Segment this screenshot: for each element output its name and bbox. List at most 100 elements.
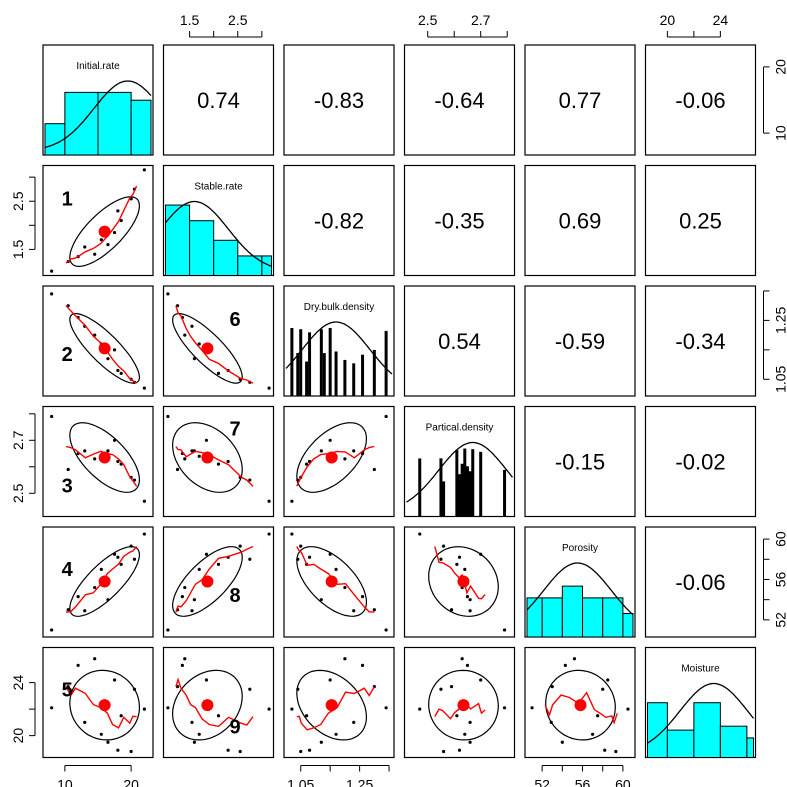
data-point [106, 598, 110, 602]
data-point [360, 663, 365, 668]
data-point [76, 663, 80, 668]
mean-point [201, 575, 214, 588]
panel-frame-3-2 [283, 405, 395, 518]
rug-bar [343, 359, 347, 396]
data-point [116, 459, 120, 464]
data-point [192, 598, 197, 602]
tick-label: 2.7 [471, 12, 491, 28]
data-point [50, 706, 54, 710]
data-point [384, 706, 388, 710]
tick-label: 1.5 [180, 12, 200, 28]
data-point [142, 499, 146, 503]
data-point [204, 678, 209, 682]
data-point [299, 749, 303, 754]
histogram-bar [97, 91, 132, 155]
mean-point [201, 699, 214, 712]
data-point [183, 333, 187, 337]
rug-bar [463, 448, 467, 517]
correlation-ellipse [69, 546, 141, 617]
tick-label: 24 [713, 12, 729, 28]
panel-frame-2-4 [524, 285, 636, 397]
data-point [119, 714, 123, 718]
data-point [267, 386, 271, 390]
data-point [468, 740, 472, 744]
data-point [93, 457, 97, 461]
correlation-ellipse [296, 546, 367, 617]
panel-frame-4-3 [403, 526, 516, 638]
data-point [299, 544, 303, 548]
correlation-value: 0.54 [438, 329, 481, 354]
panel-number-4: 4 [62, 559, 74, 581]
data-point [248, 687, 252, 691]
data-point [352, 609, 356, 613]
data-point [457, 748, 462, 752]
data-point [384, 628, 388, 632]
data-point [439, 687, 443, 691]
tick-label: 20 [660, 12, 676, 28]
scatter-4-0 [50, 532, 146, 632]
histogram-Dry.bulk.density [285, 321, 393, 396]
data-point [334, 732, 338, 736]
data-point [343, 657, 347, 661]
correlation-value: 0.77 [559, 88, 602, 113]
density-curve [44, 80, 152, 149]
smooth-line [296, 686, 375, 731]
data-point [197, 732, 201, 736]
variable-label-Moisture: Moisture [681, 664, 720, 675]
data-point [112, 438, 117, 442]
data-point [112, 552, 117, 556]
data-point [112, 348, 117, 352]
rug-bar [465, 466, 469, 517]
data-point [99, 238, 103, 242]
data-point [93, 252, 97, 256]
panel-frame-4-5 [644, 526, 757, 638]
panel-frame-5-3 [403, 646, 516, 759]
panel-number-5: 5 [62, 679, 73, 701]
correlation-ellipse [171, 669, 243, 741]
scatter-5-4 [530, 657, 630, 754]
data-point [99, 732, 103, 736]
rug-bar [479, 451, 483, 517]
rug-bar [334, 351, 338, 396]
panel-number-7: 7 [229, 419, 240, 441]
panel-frame-3-4 [524, 405, 636, 518]
correlation-value: -0.64 [434, 88, 484, 113]
data-point [626, 707, 630, 711]
tick-label: 24 [10, 675, 26, 691]
histogram-bar [189, 220, 215, 276]
panel-frame-1-2 [283, 164, 395, 277]
rug-bar [471, 449, 475, 517]
data-point [418, 707, 422, 711]
density-curve [647, 682, 755, 744]
data-point [99, 567, 103, 571]
data-point [549, 720, 553, 724]
data-point [360, 595, 365, 599]
tick-label: 20 [10, 728, 26, 744]
rug-bar [460, 463, 464, 517]
tick-label: 2.5 [418, 12, 438, 28]
tick-label: 60 [615, 777, 631, 787]
smooth-line [434, 546, 486, 600]
data-point [142, 532, 146, 536]
correlation-value: -0.06 [675, 88, 725, 113]
correlation-ellipse [171, 422, 243, 493]
data-point [290, 532, 294, 536]
histogram-bar [165, 204, 191, 276]
panel-frame-4-2 [283, 526, 395, 638]
scatter-4-2 [290, 532, 388, 632]
data-point [572, 657, 577, 661]
data-point [449, 608, 454, 612]
data-point [296, 557, 300, 561]
panel-frame-5-0 [42, 646, 154, 759]
mean-point [98, 342, 111, 355]
panel-frame-1-4 [524, 164, 636, 277]
data-point [563, 663, 567, 668]
tick-label: 2.7 [10, 430, 26, 450]
data-point [465, 663, 470, 668]
data-point [192, 740, 197, 744]
panel-frame-4-0 [42, 526, 154, 638]
data-point [468, 720, 472, 724]
data-point [360, 451, 365, 456]
correlation-value: 0.74 [197, 88, 240, 113]
data-point [50, 269, 54, 273]
